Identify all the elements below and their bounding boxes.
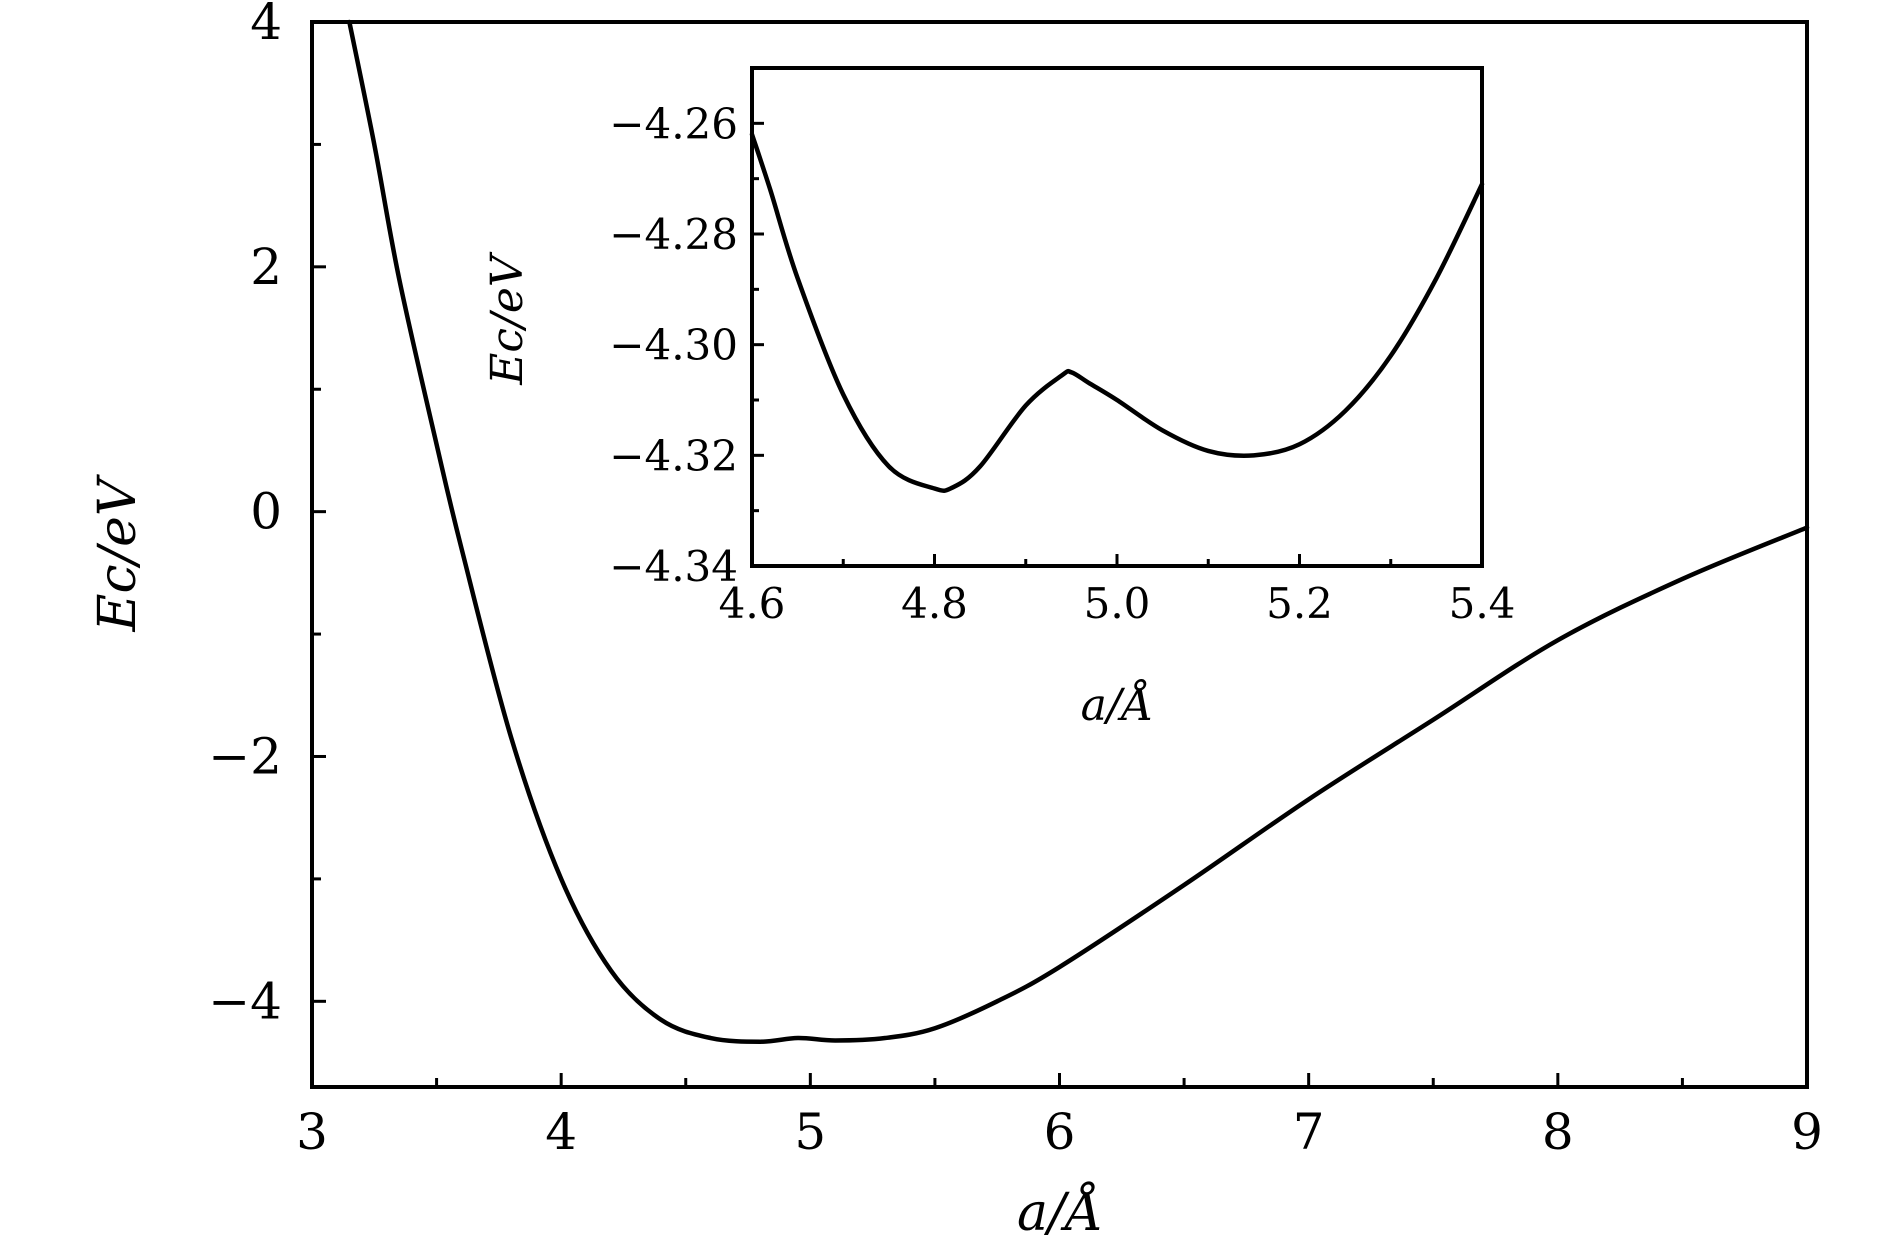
main-x-tick-label: 6	[1044, 1103, 1076, 1161]
main-x-tick-label: 8	[1542, 1103, 1574, 1161]
main-series-line	[347, 19, 1810, 1044]
inset-x-tick-label: 4.8	[901, 579, 968, 628]
main-x-tick-label: 4	[545, 1103, 577, 1161]
main-y-tick-labels: −4 −2 0 2 4	[208, 0, 282, 1030]
inset-x-tick-label: 5.2	[1266, 579, 1333, 628]
main-x-tick-label: 7	[1293, 1103, 1325, 1161]
main-x-tick-label: 3	[296, 1103, 328, 1161]
main-y-tick-label: 0	[250, 483, 282, 541]
main-y-tick-label: −4	[208, 972, 282, 1030]
inset-x-axis-title: a/Å	[1081, 678, 1154, 731]
main-plot: 3 4 5 6 7 8 9 −4 −2 0 2 4 a/Å Ec/eV	[88, 0, 1823, 1243]
inset-plot: 4.6 4.8 5.0 5.2 5.4 −4.34 −4.32 −4.30 −4.28 −4.2…	[482, 66, 1516, 731]
main-x-tick-label: 5	[794, 1103, 826, 1161]
main-y-tick-label: 4	[250, 0, 282, 51]
inset-y-tick-label: −4.30	[609, 321, 738, 370]
inset-axis-ticks	[750, 66, 1484, 568]
main-x-tick-labels: 3 4 5 6 7 8 9	[296, 1103, 1823, 1161]
inset-x-tick-label: 5.0	[1084, 579, 1151, 628]
inset-x-tick-label: 5.4	[1449, 579, 1516, 628]
main-y-tick-label: 2	[250, 238, 282, 296]
main-y-axis-title: Ec/eV	[88, 474, 148, 632]
main-x-tick-label: 9	[1791, 1103, 1823, 1161]
main-y-tick-label: −2	[208, 727, 282, 785]
inset-y-tick-label: −4.32	[609, 431, 738, 480]
inset-x-tick-label: 4.6	[719, 579, 786, 628]
inset-y-tick-labels: −4.34 −4.32 −4.30 −4.28 −4.26	[609, 99, 738, 591]
main-x-axis-title: a/Å	[1017, 1181, 1103, 1243]
inset-x-tick-labels: 4.6 4.8 5.0 5.2 5.4	[719, 579, 1516, 628]
main-axis-ticks	[310, 20, 1809, 1087]
inset-y-tick-label: −4.26	[609, 99, 738, 148]
inset-y-tick-label: −4.28	[609, 210, 738, 259]
inset-series-line	[749, 132, 1485, 493]
inset-y-tick-label: −4.34	[609, 542, 738, 591]
inset-y-axis-title: Ec/eV	[482, 251, 533, 386]
